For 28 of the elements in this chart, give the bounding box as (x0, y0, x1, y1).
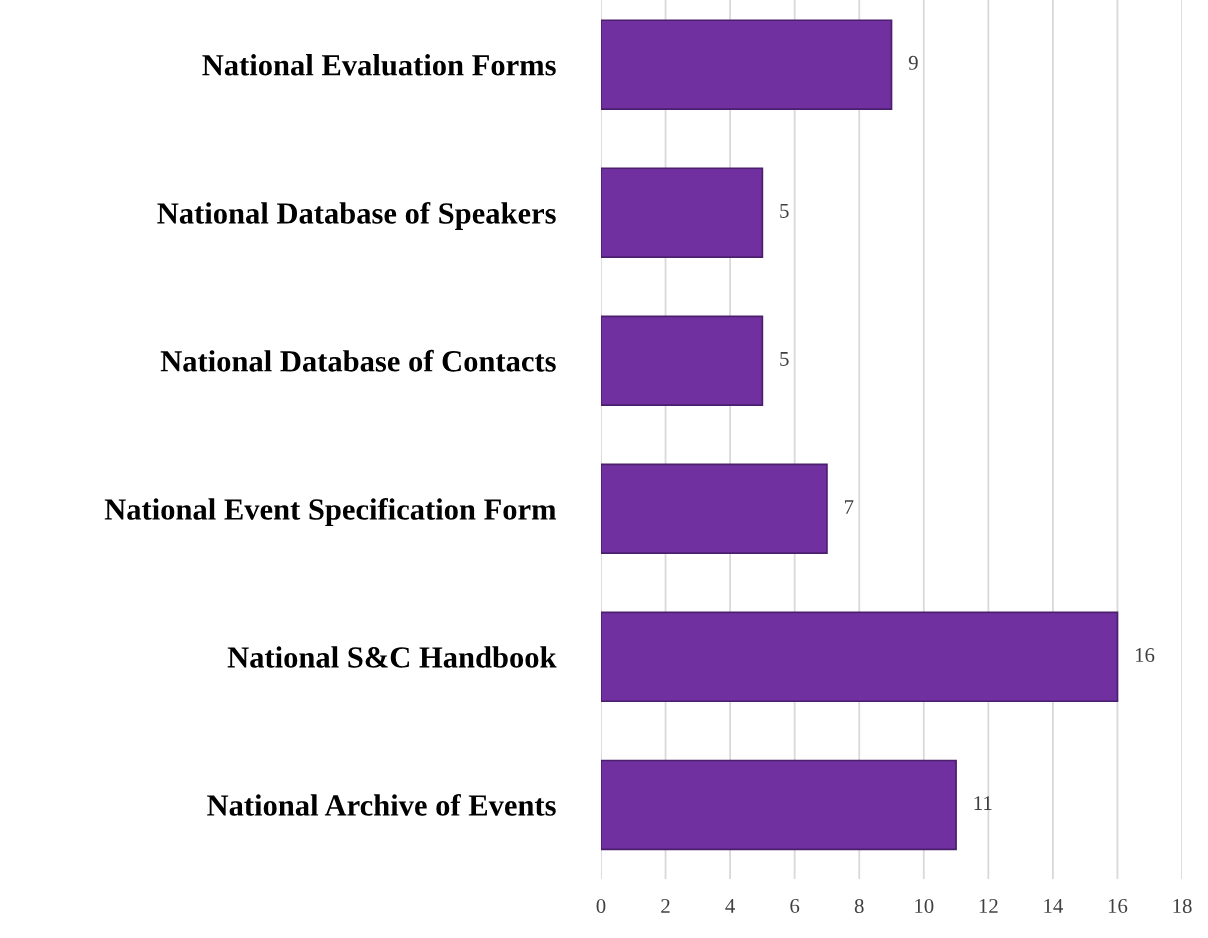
data-label: 5 (780, 204, 789, 218)
data-label: 16 (1135, 648, 1155, 663)
y-tick-label: National Archive of Events (207, 793, 556, 816)
bar (600, 167, 764, 258)
y-tick-label: National Evaluation Forms (202, 54, 556, 76)
x-tick-label: 2 (661, 899, 670, 913)
y-tick-label: National Database of Contacts (160, 349, 556, 372)
y-tick-label: National S&C Handbook (227, 646, 557, 668)
x-tick-label: 8 (854, 898, 864, 914)
y-tick-label: National Database of Speakers (157, 201, 556, 230)
data-label: 5 (780, 352, 789, 366)
x-tick-label: 18 (1173, 898, 1192, 914)
bar (600, 463, 828, 555)
x-tick-label: 4 (725, 899, 735, 913)
x-tick-label: 14 (1044, 899, 1063, 913)
bar (600, 315, 764, 406)
bar (600, 611, 1119, 703)
data-label: 9 (908, 55, 918, 70)
x-tick-label: 6 (790, 899, 800, 914)
data-label: 11 (974, 796, 992, 810)
x-tick-label: 0 (596, 898, 606, 914)
x-tick-label: 16 (1108, 899, 1128, 914)
y-tick-label: National Event Specification Form (104, 498, 557, 527)
data-label: 7 (844, 500, 854, 514)
bar (600, 19, 893, 110)
bar (600, 759, 957, 851)
x-tick-label: 10 (915, 898, 934, 914)
x-tick-label: 12 (979, 899, 998, 913)
